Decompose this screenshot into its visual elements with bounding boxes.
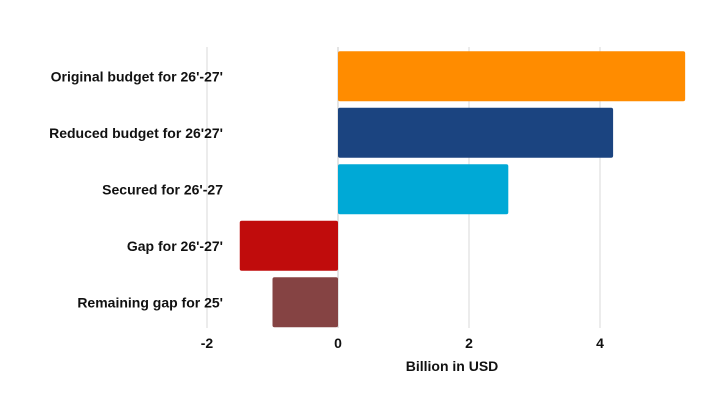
- bars: [239, 51, 686, 328]
- x-tick-labels: -2 0 2 4: [201, 335, 604, 351]
- x-axis-title: Billion in USD: [406, 358, 499, 374]
- bar: [338, 164, 509, 215]
- bar: [338, 107, 614, 158]
- bar: [272, 277, 338, 328]
- category-label: Gap for 26'-27': [127, 238, 223, 254]
- x-tick-label: -2: [201, 335, 214, 351]
- category-label: Remaining gap for 25': [77, 294, 223, 310]
- x-tick-label: 4: [596, 335, 604, 351]
- category-label: Original budget for 26'-27': [51, 68, 223, 84]
- category-labels: Original budget for 26'-27' Reduced budge…: [49, 68, 223, 310]
- bar: [239, 220, 338, 271]
- x-tick-label: 0: [334, 335, 342, 351]
- bar: [338, 51, 686, 102]
- category-label: Reduced budget for 26'27': [49, 125, 223, 141]
- x-tick-label: 2: [465, 335, 473, 351]
- category-label: Secured for 26'-27: [102, 181, 223, 197]
